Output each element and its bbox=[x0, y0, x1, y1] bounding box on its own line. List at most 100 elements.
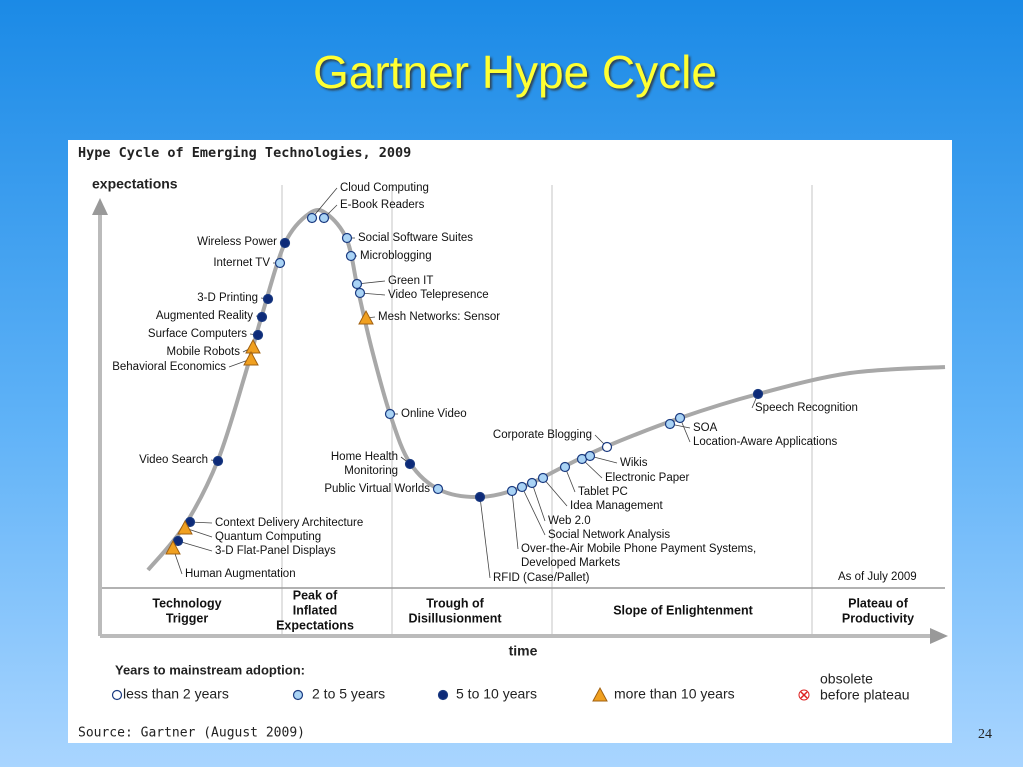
leader-line bbox=[511, 490, 519, 550]
technology-label: Video Search bbox=[139, 454, 208, 466]
source: Source: Gartner (August 2009) bbox=[78, 726, 305, 741]
technology-marker bbox=[274, 257, 286, 269]
legend-label: more than 10 years bbox=[614, 686, 735, 702]
technology-marker bbox=[537, 472, 549, 484]
technology-marker bbox=[506, 485, 518, 497]
diagram-panel bbox=[68, 140, 952, 743]
technology-label: Microblogging bbox=[360, 250, 432, 262]
technology-label: Wireless Power bbox=[197, 236, 277, 248]
technology-label: Idea Management bbox=[570, 500, 664, 512]
technology-marker bbox=[752, 388, 764, 400]
technology-label: Context Delivery Architecture bbox=[215, 517, 363, 529]
legend-marker bbox=[292, 689, 304, 701]
technology-marker bbox=[526, 477, 538, 489]
leader-line bbox=[177, 540, 213, 552]
legend-marker bbox=[798, 689, 810, 701]
leader-line bbox=[479, 496, 491, 579]
legend-label: less than 2 years bbox=[123, 686, 229, 702]
technology-marker bbox=[256, 311, 268, 323]
technology-label: Green IT bbox=[388, 275, 433, 287]
phase-label: Expectations bbox=[276, 618, 354, 632]
leader-line bbox=[311, 187, 338, 219]
slide-title: Gartner Hype Cycle bbox=[313, 46, 717, 98]
technology-marker bbox=[516, 481, 528, 493]
legend-label: 5 to 10 years bbox=[456, 686, 537, 702]
leader-line bbox=[531, 482, 546, 522]
y-axis-arrow bbox=[92, 198, 108, 215]
technology-label: Behavioral Economics bbox=[112, 361, 226, 373]
technology-marker bbox=[354, 287, 366, 299]
technology-label: Monitoring bbox=[344, 465, 398, 477]
technology-marker bbox=[358, 309, 374, 325]
technology-label: Over-the-Air Mobile Phone Payment System… bbox=[521, 543, 756, 555]
technology-label: Mesh Networks: Sensor bbox=[378, 311, 500, 323]
phase-label: Trough of bbox=[426, 596, 484, 610]
phase-label: Technology bbox=[152, 596, 221, 610]
technology-marker bbox=[318, 212, 330, 224]
as-of: As of July 2009 bbox=[838, 571, 917, 583]
technology-label: Cloud Computing bbox=[340, 182, 429, 194]
technology-label: E-Book Readers bbox=[340, 199, 425, 211]
technology-label: Social Software Suites bbox=[358, 232, 473, 244]
technology-label: Home Health bbox=[331, 451, 398, 463]
phase-label: Productivity bbox=[842, 611, 914, 625]
diagram-title: Hype Cycle of Emerging Technologies, 200… bbox=[78, 145, 411, 161]
technology-marker bbox=[584, 450, 596, 462]
x-axis-arrow bbox=[930, 628, 948, 644]
page-number: 24 bbox=[978, 727, 992, 742]
legend-marker bbox=[437, 689, 449, 701]
phase-label: Plateau of bbox=[848, 596, 909, 610]
technology-label: SOA bbox=[693, 422, 718, 434]
y-axis-label: expectations bbox=[92, 176, 178, 192]
phase-label: Disillusionment bbox=[408, 611, 502, 625]
technology-label: Location-Aware Applications bbox=[693, 436, 838, 448]
technology-marker bbox=[245, 338, 261, 354]
technology-label: Tablet PC bbox=[578, 486, 628, 498]
technology-marker bbox=[279, 237, 291, 249]
phase-label: Inflated bbox=[293, 603, 337, 617]
technology-label: Video Telepresence bbox=[388, 289, 489, 301]
technology-label: Corporate Blogging bbox=[493, 429, 592, 441]
x-axis-label: time bbox=[509, 643, 538, 659]
technology-label: Speech Recognition bbox=[755, 402, 858, 414]
technology-marker bbox=[341, 232, 353, 244]
leader-line bbox=[521, 486, 546, 536]
technology-marker bbox=[177, 519, 193, 535]
technology-label: Public Virtual Worlds bbox=[324, 483, 430, 495]
technology-marker bbox=[351, 278, 363, 290]
technology-marker bbox=[384, 408, 396, 420]
technology-label: Surface Computers bbox=[148, 328, 247, 340]
technology-label: Internet TV bbox=[213, 257, 270, 269]
technology-label: Online Video bbox=[401, 408, 467, 420]
technology-marker bbox=[252, 329, 264, 341]
phase-label: Slope of Enlightenment bbox=[613, 603, 753, 617]
leader-line bbox=[542, 477, 568, 507]
technology-marker bbox=[212, 455, 224, 467]
technology-label: 3-D Flat-Panel Displays bbox=[215, 545, 336, 557]
technology-label: Augmented Reality bbox=[156, 310, 253, 322]
technology-marker bbox=[306, 212, 318, 224]
technology-marker bbox=[345, 250, 357, 262]
technology-label: Social Network Analysis bbox=[548, 529, 670, 541]
phase-label: Peak of bbox=[293, 588, 338, 602]
technology-marker bbox=[559, 461, 571, 473]
technology-marker bbox=[165, 539, 181, 555]
phase-label: Trigger bbox=[166, 611, 209, 625]
legend-label: 2 to 5 years bbox=[312, 686, 385, 702]
technology-label: Mobile Robots bbox=[166, 346, 240, 358]
technology-marker bbox=[664, 418, 676, 430]
technology-marker bbox=[601, 441, 613, 453]
legend-label: before plateau bbox=[820, 687, 910, 703]
obsolete-cross bbox=[800, 691, 808, 699]
technology-label: 3-D Printing bbox=[197, 292, 258, 304]
legend-marker bbox=[592, 686, 608, 702]
technology-marker bbox=[474, 491, 486, 503]
technology-marker bbox=[262, 293, 274, 305]
technology-label: Wikis bbox=[620, 457, 648, 469]
technology-marker bbox=[404, 458, 416, 470]
technology-label: Electronic Paper bbox=[605, 472, 690, 484]
technology-marker bbox=[432, 483, 444, 495]
technology-label: Quantum Computing bbox=[215, 531, 321, 543]
technology-label: Human Augmentation bbox=[185, 568, 296, 580]
